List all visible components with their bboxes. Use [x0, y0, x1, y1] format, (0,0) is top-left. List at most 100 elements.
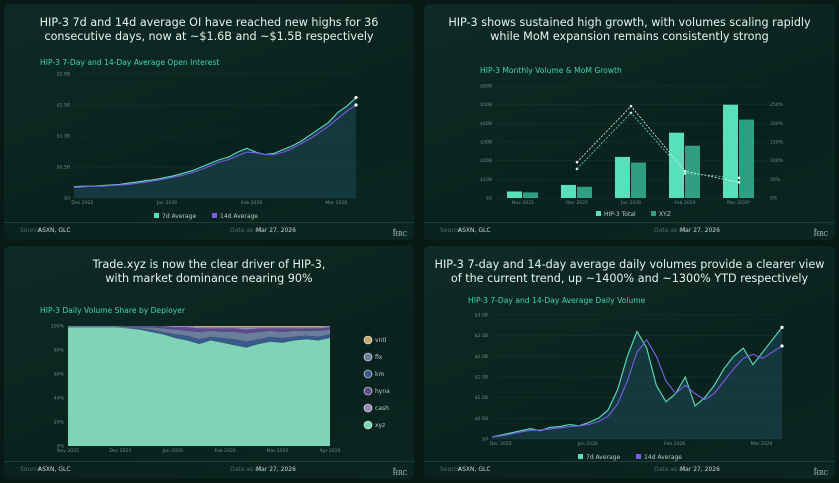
- deployer-icon: [363, 386, 373, 396]
- panel-title: HIP-3 7-day and 14-day average daily vol…: [434, 258, 825, 285]
- date-value: Mar 27, 2026: [680, 227, 720, 234]
- bar-xyz: [523, 192, 538, 198]
- bar-hip3-total: [615, 156, 630, 198]
- y2-tick-label: 0%: [770, 196, 778, 202]
- legend-label: 7d Average: [162, 213, 196, 220]
- y2-tick-label: 100%: [770, 158, 784, 164]
- brand-logo: HRC Φ: [813, 465, 829, 477]
- x-tick-label: Mar 2026: [751, 441, 773, 447]
- y2-tick-label: 50%: [770, 177, 781, 183]
- legend-label: HIP-3 Total: [604, 211, 636, 218]
- y-tick-label: 100%: [51, 324, 65, 330]
- x-tick-label: Mar 2026: [267, 448, 289, 454]
- area-km: [68, 327, 330, 348]
- y-tick-label: 80%: [54, 348, 65, 354]
- deployer-icon: [363, 335, 373, 345]
- legend-label: 7d Average: [586, 454, 620, 461]
- brand-logo: HRC Φ: [392, 465, 408, 477]
- y-tick-label: $60B: [480, 84, 492, 90]
- x-tick-label: Mar 2026: [325, 200, 347, 206]
- area-hyna: [68, 326, 330, 334]
- footer: Source ASXN, GLC Data as of Mar 27, 2026…: [4, 461, 414, 479]
- deployer-icon: [363, 420, 373, 430]
- legend-swatch: [636, 454, 641, 459]
- x-tick-label: Dec 2025: [71, 200, 93, 206]
- date-label: Data as of: [654, 227, 685, 234]
- area-flx: [68, 326, 330, 342]
- area-fill: [492, 327, 782, 439]
- panel-deployer-share: Trade.xyz is now the clear driver of HIP…: [4, 246, 414, 479]
- date-value: Mar 27, 2026: [256, 466, 296, 473]
- end-point: [354, 103, 358, 107]
- deployer-icon: [363, 352, 373, 362]
- y-tick-label: $3.0B: [475, 313, 488, 319]
- source-label: Source: [440, 466, 461, 473]
- x-tick-label: Feb 2026: [215, 448, 236, 454]
- mom-growth-line: [576, 105, 740, 183]
- footer: Source ASXN, GLC Data as of Mar 27, 2026…: [4, 222, 414, 240]
- bar-hip3-total: [561, 184, 576, 198]
- monthly-volume-bar-chart: $0 0% $10B 50% $20B 100% $30B 150% $40B 200% $50B 2…: [480, 84, 784, 219]
- x-tick-label: Dec 2025: [566, 200, 588, 206]
- deployer-icon: [363, 369, 373, 379]
- y2-tick-label: 200%: [770, 121, 784, 127]
- y-tick-label: $30B: [480, 140, 492, 146]
- legend-label: flx: [375, 354, 383, 361]
- series-line-14d: [491, 338, 783, 438]
- y-tick-label: $10B: [480, 177, 492, 183]
- y-tick-label: $2.0B: [57, 72, 70, 78]
- legend-label: xyz: [375, 422, 385, 429]
- y-tick-label: $50B: [480, 102, 492, 108]
- source-label: Source: [20, 227, 41, 234]
- x-tick-label: Nov 2025: [57, 448, 79, 454]
- x-tick-label: Apr 2026: [319, 448, 340, 454]
- chart-title: HIP-3 7-Day and 14-Day Average Daily Vol…: [468, 296, 646, 305]
- daily-volume-line-chart: $0 $0.5B $1.0B $1.5B $2.0B $2.5B $3.0B Dec 2025…: [475, 313, 784, 461]
- source-value: ASXN, GLC: [458, 227, 491, 234]
- legend-swatch: [651, 211, 656, 216]
- y-tick-label: 60%: [54, 372, 65, 378]
- legend-swatch: [212, 213, 217, 218]
- legend-swatch: [578, 454, 583, 459]
- x-tick-label: Feb 2026: [674, 200, 695, 206]
- y2-tick-label: 150%: [770, 140, 784, 146]
- y-tick-label: $0: [482, 437, 488, 443]
- deployer-icon: [363, 403, 373, 413]
- y-tick-label: 0%: [57, 444, 65, 450]
- brand-logo: HRC Φ: [813, 226, 829, 238]
- y-tick-label: $2.0B: [475, 354, 488, 360]
- date-value: Mar 27, 2026: [680, 466, 720, 473]
- panel-title: HIP-3 7d and 14d average OI have reached…: [39, 16, 379, 43]
- y-tick-label: 20%: [54, 420, 65, 426]
- area-xyz: [68, 327, 330, 446]
- source-label: Source: [20, 466, 41, 473]
- area-cash: [68, 326, 330, 330]
- x-tick-label: Jan 2026: [620, 200, 641, 206]
- bar-xyz: [685, 145, 700, 198]
- x-tick-label: Nov 2025: [512, 200, 534, 206]
- end-point: [354, 95, 358, 100]
- y-tick-label: $40B: [480, 121, 492, 127]
- y-tick-label: $0: [486, 196, 492, 202]
- chart-title: HIP-3 7-Day and 14-Day Average Open Inte…: [40, 58, 220, 67]
- bar-xyz: [631, 162, 646, 198]
- y-tick-label: $1.0B: [475, 395, 488, 401]
- y-tick-label: 40%: [54, 396, 65, 402]
- y-tick-label: $1.5B: [57, 103, 70, 109]
- oi-line-chart: $0 $0.5B $1.0B $1.5B $2.0B Dec 2025 Jan 2026 Fe…: [57, 72, 358, 220]
- legend-label: 14d Average: [220, 213, 258, 220]
- date-value: Mar 27, 2026: [256, 227, 296, 234]
- legend-label: cash: [375, 405, 389, 412]
- bar-hip3-total: [507, 191, 522, 198]
- area-fill: [74, 97, 356, 198]
- y-tick-label: $0.5B: [475, 416, 488, 422]
- panel-monthly-volume: HIP-3 shows sustained high growth, with …: [424, 4, 835, 240]
- x-tick-label: Feb 2026: [241, 200, 262, 206]
- chart-title: HIP-3 Daily Volume Share by Deployer: [40, 306, 186, 315]
- mom-growth-line: [576, 112, 740, 179]
- footer: Source ASXN, GLC Data as of Mar 27, 2026…: [424, 461, 835, 479]
- y-tick-label: $20B: [480, 158, 492, 164]
- y-tick-label: $0: [64, 196, 70, 202]
- area-vntl: [68, 326, 330, 328]
- legend-label: hyna: [375, 388, 390, 395]
